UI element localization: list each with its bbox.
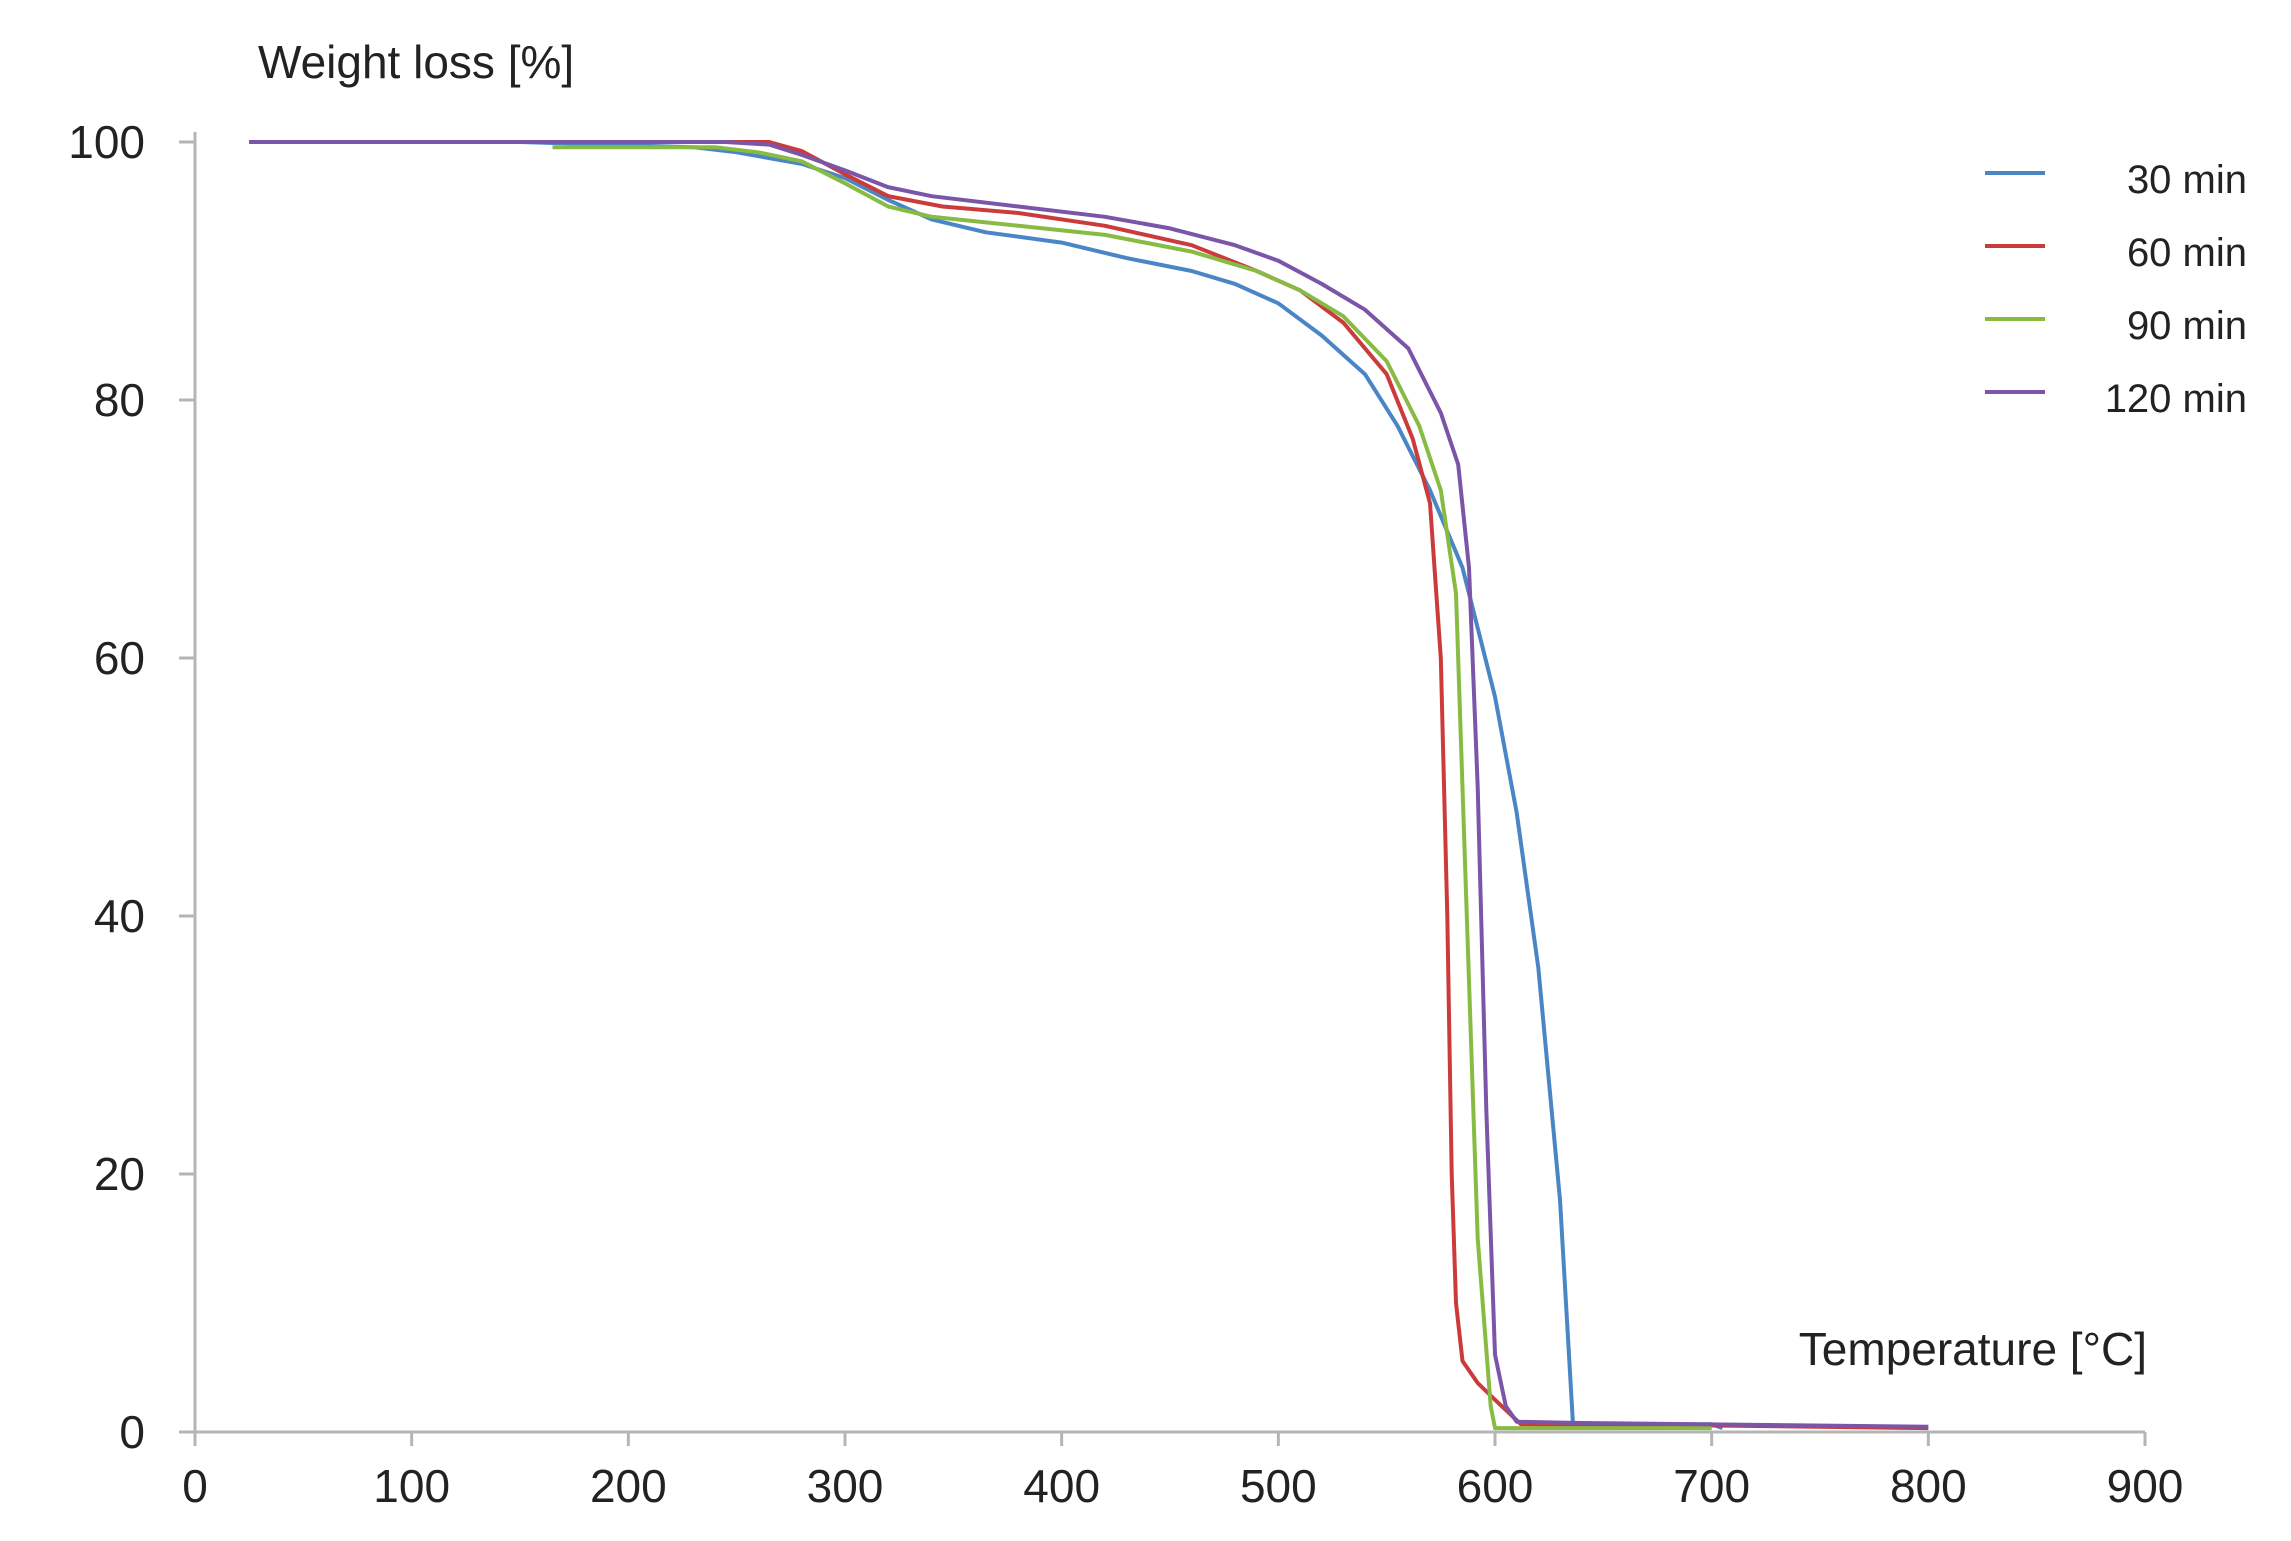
x-tick-label: 700 — [1673, 1460, 1750, 1512]
y-tick-label: 60 — [94, 632, 145, 684]
x-tick-label: 900 — [2107, 1460, 2184, 1512]
x-tick-label: 300 — [807, 1460, 884, 1512]
series-line-60-min — [249, 140, 1929, 1431]
legend-label-120-min: 120 min — [2105, 377, 2247, 421]
axes: 0 100 200 300 400 500 600 700 800 900 0 20 40 60 80 100 — [68, 116, 2183, 1512]
x-tick-label: 200 — [590, 1460, 667, 1512]
x-tick-label: 600 — [1457, 1460, 1534, 1512]
y-tick-label: 20 — [94, 1148, 145, 1200]
series-line-30-min — [249, 140, 1724, 1430]
y-tick-label: 0 — [119, 1406, 145, 1458]
y-axis-title: Weight loss [%] — [258, 36, 574, 88]
series-line-90-min — [552, 145, 1712, 1431]
legend-label-60-min: 60 min — [2127, 231, 2247, 275]
x-tick-label: 100 — [373, 1460, 450, 1512]
y-tick-label: 80 — [94, 374, 145, 426]
series-line-120-min — [249, 140, 1929, 1429]
legend-label-30-min: 30 min — [2127, 158, 2247, 202]
x-axis-title: Temperature [°C] — [1799, 1323, 2147, 1375]
legend-label-90-min: 90 min — [2127, 304, 2247, 348]
x-tick-label: 500 — [1240, 1460, 1317, 1512]
y-tick-label: 40 — [94, 890, 145, 942]
x-tick-label: 800 — [1890, 1460, 1967, 1512]
x-tick-label: 400 — [1023, 1460, 1100, 1512]
x-tick-label: 0 — [182, 1460, 208, 1512]
series-layer — [249, 140, 1929, 1431]
legend: 30 min 60 min 90 min 120 min — [1985, 158, 2247, 421]
y-tick-label: 100 — [68, 116, 145, 168]
